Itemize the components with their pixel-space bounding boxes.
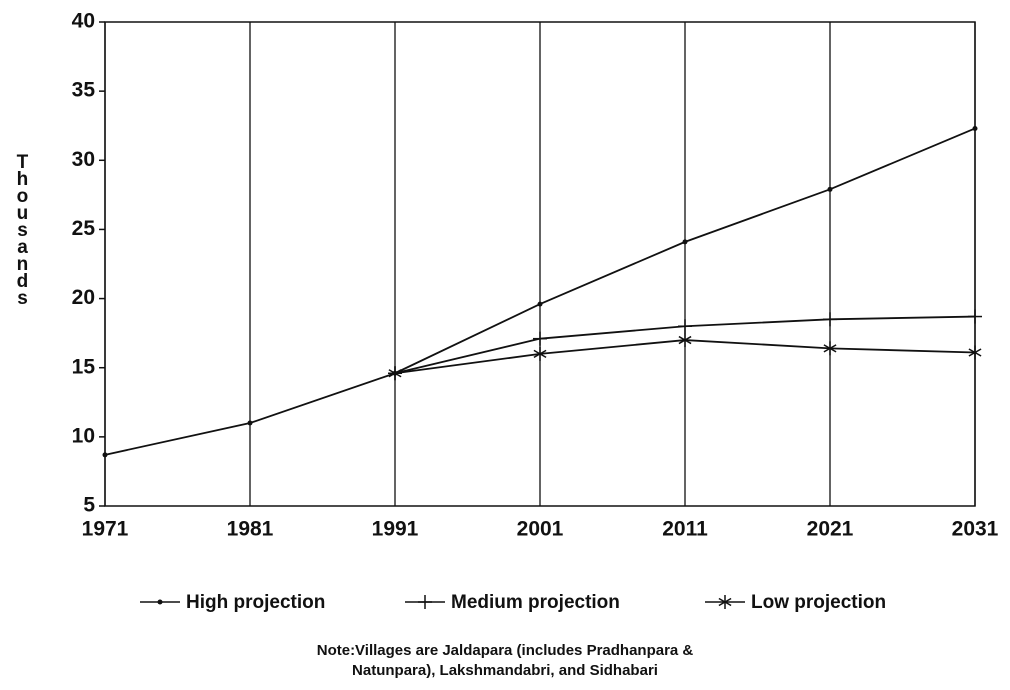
marker: [533, 346, 547, 361]
x-tick-label: 2031: [952, 518, 999, 541]
y-tick-label: 30: [72, 148, 95, 171]
marker: [247, 420, 253, 426]
marker: [157, 599, 163, 605]
marker: [968, 309, 982, 324]
marker-dot: [537, 301, 543, 307]
marker-dot: [682, 239, 688, 245]
legend-label: Medium projection: [451, 592, 620, 613]
marker: [388, 366, 402, 381]
marker: [718, 595, 732, 609]
x-tick-label: 1971: [82, 518, 129, 541]
marker-stroke: [823, 344, 837, 353]
marker: [823, 312, 837, 327]
x-tick-label: 2021: [807, 518, 854, 541]
marker-dot: [102, 452, 108, 458]
y-tick-label: 10: [72, 424, 95, 447]
x-tick-label: 1981: [227, 518, 274, 541]
marker: [823, 341, 837, 356]
marker: [678, 333, 692, 348]
note: Note:Villages are Jaldapara (includes Pr…: [317, 642, 694, 659]
y-tick-label: 40: [72, 10, 95, 33]
marker: [968, 345, 982, 360]
y-tick-label: 15: [72, 355, 96, 378]
marker-dot: [827, 186, 833, 192]
x-tick-label: 2001: [517, 518, 564, 541]
marker: [102, 452, 108, 458]
y-axis-label: Thousands: [12, 152, 33, 305]
marker: [682, 239, 688, 245]
marker-dot: [157, 599, 163, 605]
marker-stroke: [968, 348, 982, 357]
marker-stroke: [533, 349, 547, 359]
marker-stroke: [388, 369, 402, 378]
marker-stroke: [718, 597, 732, 607]
legend-label: High projection: [186, 592, 325, 613]
y-tick-label: 5: [83, 494, 95, 517]
marker-stroke: [678, 335, 692, 345]
y-tick-label: 25: [72, 217, 96, 240]
legend-label: Low projection: [751, 592, 886, 613]
marker: [533, 331, 547, 346]
marker: [972, 125, 978, 131]
x-tick-label: 1991: [372, 518, 419, 541]
marker: [827, 186, 833, 192]
marker: [418, 595, 432, 609]
marker-dot: [972, 125, 978, 131]
marker: [537, 301, 543, 307]
marker-dot: [247, 420, 253, 426]
note: Natunpara), Lakshmandabri, and Sidhabari: [352, 662, 658, 679]
marker: [678, 319, 692, 334]
y-tick-label: 20: [72, 286, 95, 309]
y-tick-label: 35: [72, 79, 96, 102]
x-tick-label: 2011: [662, 518, 708, 541]
